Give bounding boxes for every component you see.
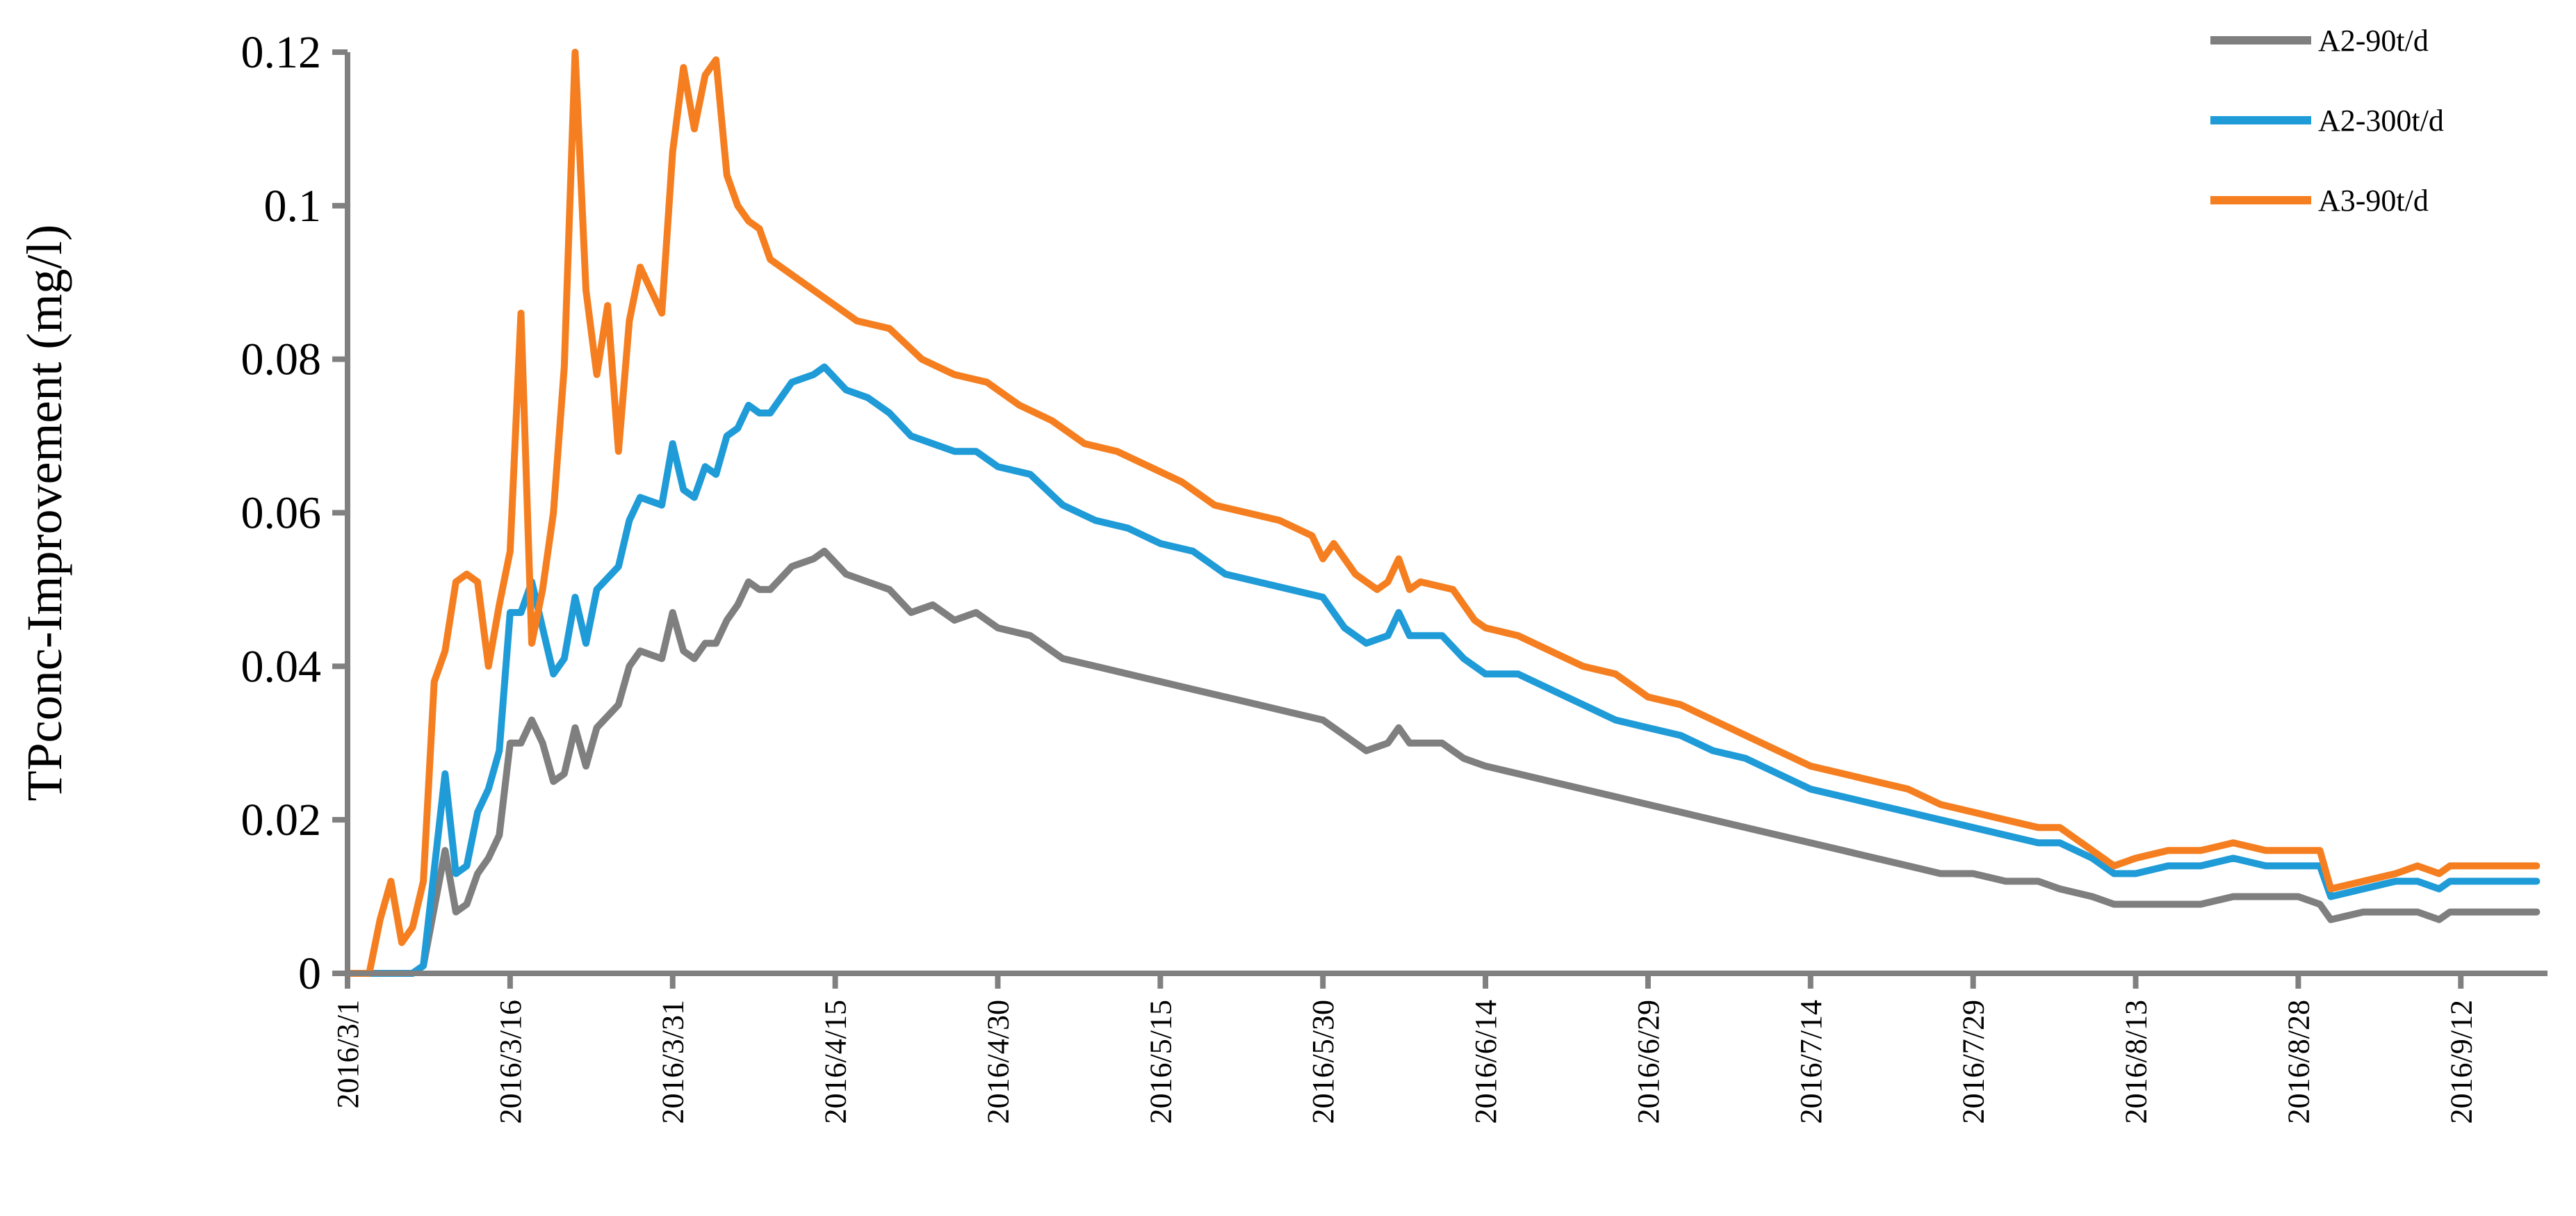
x-tick-label: 2016/4/30 <box>981 1000 1015 1124</box>
x-tick-label: 2016/8/28 <box>2281 1000 2315 1124</box>
legend-label: A3-90t/d <box>2318 184 2429 218</box>
x-tick-label: 2016/6/29 <box>1631 1000 1665 1124</box>
x-tick-label: 2016/3/31 <box>656 1000 690 1124</box>
x-tick-label: 2016/3/1 <box>331 1000 365 1108</box>
x-tick-label: 2016/5/15 <box>1143 1000 1177 1124</box>
x-tick-label: 2016/6/14 <box>1469 1000 1503 1124</box>
y-tick-label: 0.06 <box>241 488 322 539</box>
series-line-3 <box>344 49 2541 977</box>
legend-label: A2-90t/d <box>2318 24 2429 58</box>
x-tick-label: 2016/7/14 <box>1794 1000 1828 1124</box>
y-tick-label: 0.1 <box>264 181 322 232</box>
legend-label: A2-300t/d <box>2318 104 2444 138</box>
series-layer <box>344 49 2541 977</box>
y-tick-label: 0.02 <box>241 795 322 845</box>
series-line-2 <box>344 363 2541 977</box>
legend: A2-90t/d A2-300t/d A3-90t/d <box>2210 24 2444 218</box>
x-tick-label: 2016/7/29 <box>1957 1000 1991 1124</box>
x-tick-label: 2016/5/30 <box>1306 1000 1340 1124</box>
y-axis-label: TPconc-Improvement (mg/l) <box>17 225 72 802</box>
x-tick-label: 2016/8/13 <box>2119 1000 2153 1124</box>
x-tick-label: 2016/4/15 <box>819 1000 853 1124</box>
y-tick-label: 0.12 <box>241 27 322 78</box>
ticks-layer: 0 0.02 0.04 0.06 0.08 0.1 0.12 2016/3/1 2016/3/1… <box>241 27 2479 1124</box>
y-tick-label: 0.08 <box>241 334 322 385</box>
y-tick-label: 0.04 <box>241 641 322 692</box>
axes-layer <box>345 52 2548 976</box>
y-tick-label: 0 <box>298 948 321 999</box>
series-line-1 <box>344 547 2541 977</box>
x-tick-label: 2016/9/12 <box>2444 1000 2478 1124</box>
x-tick-label: 2016/3/16 <box>494 1000 528 1124</box>
